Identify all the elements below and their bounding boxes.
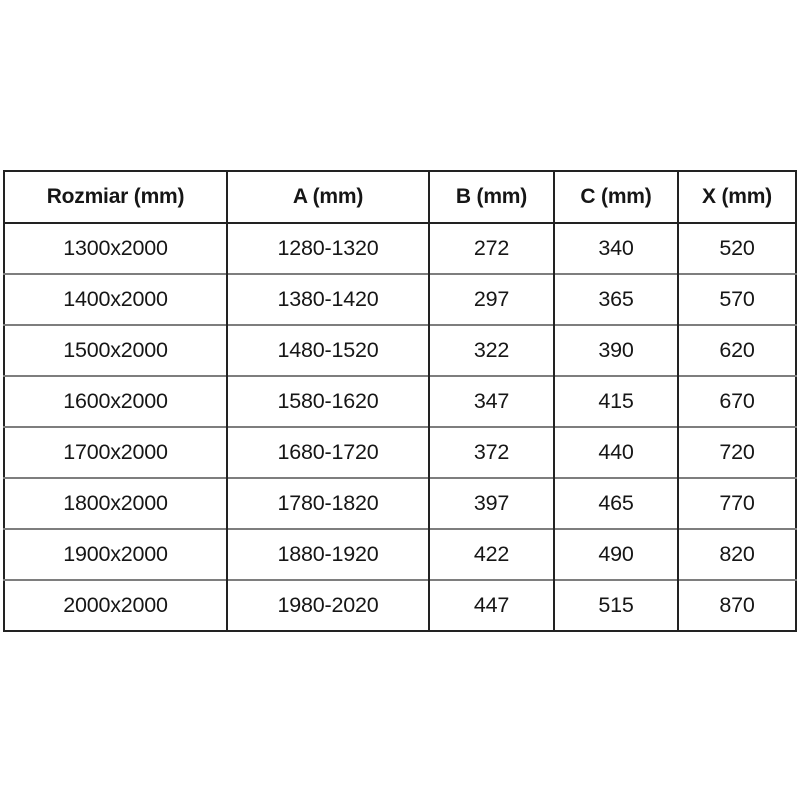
dimensions-table: Rozmiar (mm) A (mm) B (mm) C (mm) X (mm)…	[3, 170, 797, 632]
column-header-x: X (mm)	[677, 171, 796, 224]
cell-size: 1900x2000	[4, 528, 227, 580]
cell-b: 322	[428, 324, 554, 376]
cell-x: 570	[677, 273, 796, 325]
table-row: 1600x2000 1580-1620 347 415 670	[4, 375, 796, 427]
cell-a: 1980-2020	[226, 579, 429, 631]
cell-a: 1280-1320	[226, 223, 429, 274]
cell-c: 465	[553, 477, 678, 529]
cell-b: 297	[428, 273, 554, 325]
cell-a: 1580-1620	[226, 375, 429, 427]
table-header: Rozmiar (mm) A (mm) B (mm) C (mm) X (mm)	[4, 171, 796, 224]
table-row: 1300x2000 1280-1320 272 340 520	[4, 223, 796, 274]
cell-b: 447	[428, 579, 554, 631]
cell-x: 820	[677, 528, 796, 580]
cell-size: 1700x2000	[4, 426, 227, 478]
cell-c: 490	[553, 528, 678, 580]
column-header-a: A (mm)	[226, 171, 429, 224]
cell-size: 1300x2000	[63, 236, 168, 260]
table-row: 1900x2000 1880-1920 422 490 820	[4, 528, 796, 580]
cell-x: 720	[677, 426, 796, 478]
cell-b: 422	[428, 528, 554, 580]
cell-x: 870	[677, 579, 796, 631]
cell-x: 520	[677, 223, 796, 274]
table-row: 1500x2000 1480-1520 322 390 620	[4, 324, 796, 376]
cell-c: 365	[553, 273, 678, 325]
spec-table-container: Rozmiar (mm) A (mm) B (mm) C (mm) X (mm)…	[3, 170, 797, 632]
cell-size: 1800x2000	[4, 477, 227, 529]
table-row: 1800x2000 1780-1820 397 465 770	[4, 477, 796, 529]
cell-b: 272	[428, 223, 554, 274]
cell-a: 1480-1520	[226, 324, 429, 376]
column-header-size: Rozmiar (mm)	[4, 171, 227, 224]
cell-size: 1600x2000	[4, 375, 227, 427]
cell-c: 415	[553, 375, 678, 427]
column-header-c: C (mm)	[553, 171, 678, 224]
cell-size: 1500x2000	[4, 324, 227, 376]
table-row: 2000x2000 1980-2020 447 515 870	[4, 579, 796, 631]
cell-a: 1780-1820	[226, 477, 429, 529]
cell-a: 1880-1920	[226, 528, 429, 580]
cell-size: 1400x2000	[4, 273, 227, 325]
cell-c: 340	[553, 223, 678, 274]
column-header-b: B (mm)	[428, 171, 554, 224]
cell-b: 372	[428, 426, 554, 478]
cell-c: 390	[553, 324, 678, 376]
cell-size: 2000x2000	[4, 579, 227, 631]
cell-a: 1380-1420	[226, 273, 429, 325]
cell-b: 397	[428, 477, 554, 529]
table-row: 1700x2000 1680-1720 372 440 720	[4, 426, 796, 478]
cell-a: 1680-1720	[226, 426, 429, 478]
cell-b: 347	[428, 375, 554, 427]
cell-c: 440	[553, 426, 678, 478]
cell-x: 670	[677, 375, 796, 427]
table-body: 1300x2000 1280-1320 272 340 520 1400x2000 1380…	[4, 223, 796, 631]
cell-x: 770	[677, 477, 796, 529]
cell-c: 515	[553, 579, 678, 631]
table-row: 1400x2000 1380-1420 297 365 570	[4, 273, 796, 325]
cell-x: 620	[677, 324, 796, 376]
table-header-row: Rozmiar (mm) A (mm) B (mm) C (mm) X (mm)	[4, 171, 796, 224]
